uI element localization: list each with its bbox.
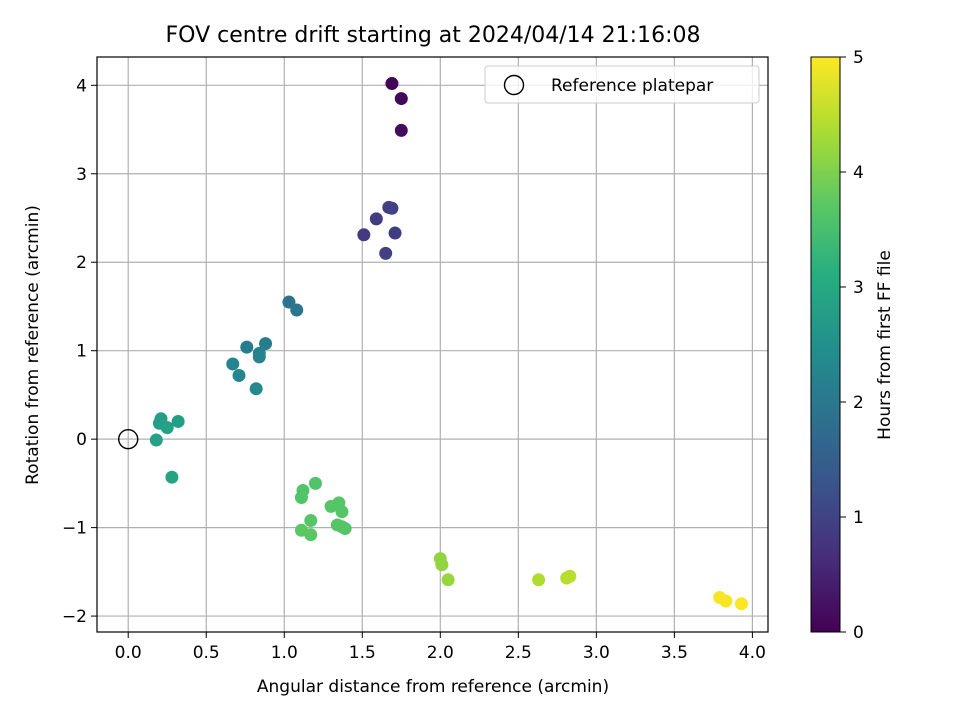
- data-point: [563, 569, 577, 583]
- data-point: [357, 228, 371, 242]
- x-tick-label: 0.0: [115, 643, 142, 663]
- y-axis-ticks: −2 −1 0 1 2 3 4: [62, 76, 97, 627]
- data-point: [335, 505, 349, 519]
- y-axis-label: Rotation from reference (arcmin): [23, 205, 43, 485]
- data-point: [441, 573, 455, 587]
- y-tick-label: 1: [76, 342, 87, 362]
- legend-marker-reference: [503, 74, 525, 96]
- y-tick-label: −1: [62, 519, 87, 539]
- data-point: [252, 350, 266, 364]
- x-tick-label: 1.5: [349, 643, 376, 663]
- data-point: [240, 340, 254, 354]
- y-tick-label: 3: [76, 165, 87, 185]
- data-point: [304, 528, 318, 542]
- data-point: [385, 77, 399, 91]
- data-point: [369, 212, 383, 226]
- x-tick-label: 3.5: [661, 643, 688, 663]
- y-tick-label: −2: [62, 607, 87, 627]
- data-point: [294, 491, 308, 505]
- data-point: [394, 123, 408, 137]
- data-point: [304, 514, 318, 528]
- data-point: [435, 558, 449, 572]
- data-point: [149, 433, 163, 447]
- data-point: [388, 226, 402, 240]
- data-point: [324, 499, 338, 513]
- data-point: [338, 522, 352, 535]
- data-points: [118, 77, 748, 611]
- data-point: [290, 303, 304, 317]
- x-tick-label: 0.5: [193, 643, 220, 663]
- colorbar-tick-label: 0: [853, 623, 864, 643]
- data-point: [379, 246, 393, 260]
- data-point: [719, 594, 733, 608]
- data-point: [226, 357, 240, 371]
- legend: Reference platepar: [484, 65, 760, 104]
- data-point: [282, 295, 296, 309]
- plot-area-frame: [96, 56, 769, 633]
- legend-box: [484, 65, 760, 104]
- colorbar-tick-label: 1: [853, 508, 864, 528]
- colorbar-tick-label: 2: [853, 393, 864, 413]
- legend-label-reference: Reference platepar: [551, 76, 713, 96]
- x-tick-label: 3.0: [583, 643, 610, 663]
- data-point: [232, 368, 246, 382]
- x-tick-label: 4.0: [739, 643, 766, 663]
- colorbar-tick-label: 3: [853, 278, 864, 298]
- data-point: [394, 92, 408, 106]
- colorbar-gradient: [810, 56, 841, 633]
- data-point: [259, 337, 273, 351]
- data-point: [165, 470, 179, 484]
- y-tick-label: 0: [76, 430, 87, 450]
- x-axis-ticks: 0.0 0.5 1.0 1.5 2.0 2.5 3.0 3.5 4.0: [115, 632, 766, 663]
- colorbar-tick-label: 5: [853, 48, 864, 68]
- chart-title: FOV centre drift starting at 2024/04/14 …: [166, 23, 701, 48]
- data-point: [171, 414, 185, 428]
- reference-platepar-marker: [118, 428, 139, 450]
- data-point: [734, 597, 748, 611]
- x-tick-label: 2.5: [505, 643, 532, 663]
- colorbar-label: Hours from first FF file: [875, 250, 895, 440]
- colorbar-tick-label: 4: [853, 163, 864, 183]
- data-point: [385, 201, 399, 215]
- data-point: [249, 382, 263, 396]
- data-point: [308, 476, 322, 490]
- x-tick-label: 2.0: [427, 643, 454, 663]
- x-tick-label: 1.0: [271, 643, 298, 663]
- colorbar-ticks: 0 1 2 3 4 5: [840, 48, 864, 643]
- y-tick-label: 2: [76, 253, 87, 273]
- colorbar: 0 1 2 3 4 5 Hours from first FF file: [810, 48, 895, 643]
- data-point: [160, 421, 174, 435]
- x-axis-label: Angular distance from reference (arcmin): [257, 677, 609, 697]
- data-point: [532, 573, 546, 587]
- grid-lines: [97, 57, 768, 632]
- y-tick-label: 4: [76, 76, 87, 96]
